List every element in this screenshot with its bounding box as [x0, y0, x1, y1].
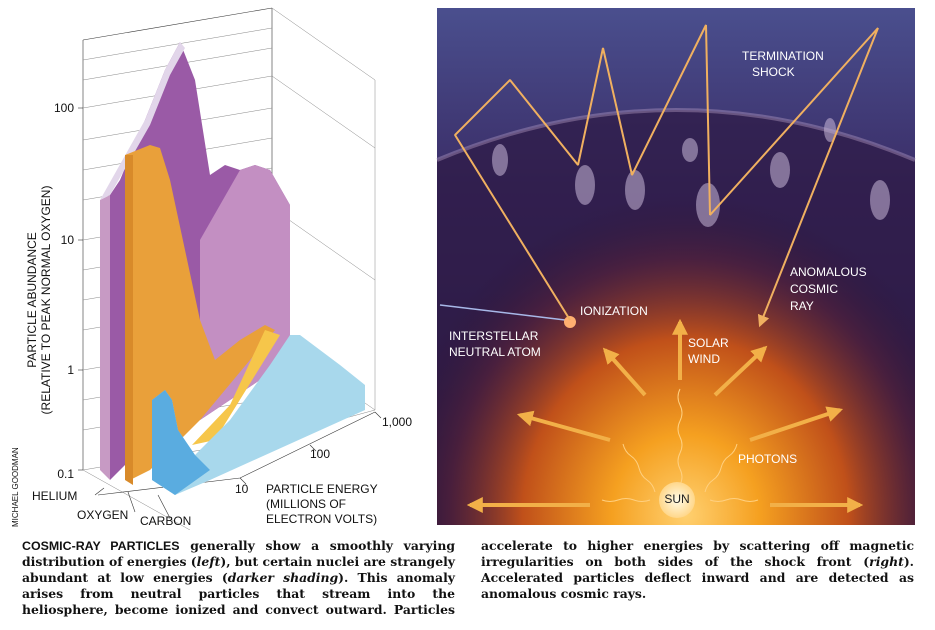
- caption-text: generally show a smoothly varying distri…: [22, 538, 455, 569]
- energy-axis-title: (MILLIONS OF: [266, 497, 346, 511]
- energy-axis-title: PARTICLE ENERGY: [266, 482, 378, 496]
- label: COSMIC: [790, 282, 838, 296]
- energy-tick-label: 1,000: [382, 415, 412, 429]
- y-tick-label: 1: [67, 363, 74, 377]
- label: TERMINATION: [742, 49, 824, 63]
- label: PHOTONS: [738, 452, 797, 466]
- caption-emphasis: right: [869, 554, 904, 569]
- energy-tick-label: 10: [235, 482, 249, 496]
- abundance-illustration: [78, 7, 382, 530]
- caption-text: ), but certain nuclei are strangely abun…: [22, 554, 455, 585]
- label: SOLAR: [688, 336, 729, 350]
- caption: COSMIC-RAY PARTICLES generally show a sm…: [22, 538, 914, 618]
- species-label: OXYGEN: [77, 508, 128, 522]
- y-axis-title-line: (RELATIVE TO PEAK NORMAL OXYGEN): [39, 186, 53, 415]
- y-axis-title: PARTICLE ABUNDANCE (RELATIVE TO PEAK NOR…: [25, 186, 53, 415]
- credit: MICHAEL GOODMAN: [11, 447, 20, 527]
- y-axis-title-line: PARTICLE ABUNDANCE: [25, 232, 39, 368]
- caption-lead: COSMIC-RAY PARTICLES: [22, 539, 180, 553]
- label: SUN: [664, 492, 689, 506]
- species-label: HELIUM: [32, 489, 77, 503]
- figure: PARTICLE ABUNDANCE (RELATIVE TO PEAK NOR…: [11, 7, 916, 530]
- label: SHOCK: [752, 65, 795, 79]
- caption-text: ). Accelerated particles deflect inward …: [481, 554, 914, 601]
- y-tick-label: 100: [54, 101, 74, 115]
- caption-emphasis: darker shading: [227, 570, 339, 585]
- caption-emphasis: left: [196, 554, 221, 569]
- species-label: CARBON: [140, 514, 191, 528]
- energy-tick-label: 100: [310, 447, 330, 461]
- energy-axis-title: ELECTRON VOLTS): [266, 512, 377, 526]
- heliosphere-illustration: TERMINATION SHOCK ANOMALOUS COSMIC RAY I…: [436, 8, 916, 525]
- caption-text: ). This anomaly arises from neutral part…: [22, 538, 914, 617]
- label: INTERSTELLAR: [449, 329, 539, 343]
- label: IONIZATION: [580, 304, 648, 318]
- label: RAY: [790, 299, 814, 313]
- y-tick-label: 10: [61, 233, 75, 247]
- y-tick-label: 0.1: [57, 467, 74, 481]
- label: WIND: [688, 352, 720, 366]
- label: ANOMALOUS: [790, 265, 867, 279]
- label: NEUTRAL ATOM: [449, 345, 541, 359]
